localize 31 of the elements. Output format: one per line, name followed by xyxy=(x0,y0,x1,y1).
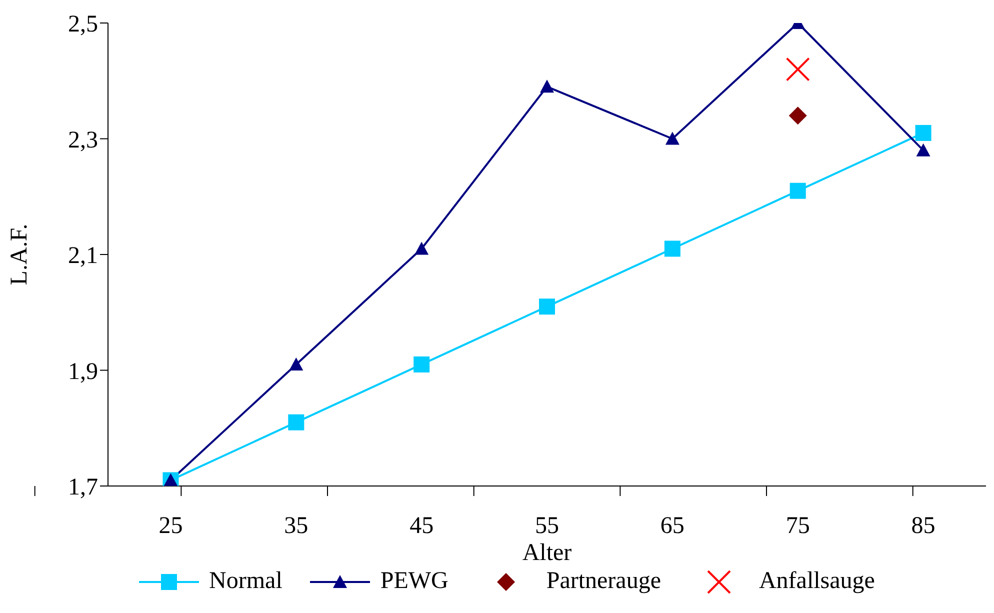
point xyxy=(540,80,554,93)
x-tick-label: 75 xyxy=(786,513,810,540)
x-tick-label: 65 xyxy=(660,513,684,540)
point xyxy=(916,143,930,156)
x-tick-label: 35 xyxy=(284,513,308,540)
legend-label: Partnerauge xyxy=(546,568,661,595)
y-tick-label: 2,3 xyxy=(68,127,98,154)
point xyxy=(289,357,304,370)
legend-label: Normal xyxy=(209,568,282,595)
point xyxy=(664,240,680,257)
point xyxy=(665,132,680,145)
x-tick-label: 25 xyxy=(158,513,183,540)
point xyxy=(414,242,429,255)
x-axis-title: Alter xyxy=(522,540,572,566)
legend-label: Anfallsauge xyxy=(758,568,875,595)
x-tick-label: 85 xyxy=(911,513,936,540)
point xyxy=(786,57,810,82)
y-tick-label: 1,7 xyxy=(68,474,98,501)
y-tick-label: 1,9 xyxy=(68,358,98,385)
x-tick-label: 55 xyxy=(535,513,559,540)
point xyxy=(915,124,932,141)
x-tick-label: 45 xyxy=(410,513,434,540)
point xyxy=(414,356,430,372)
y-tick-label: 2,1 xyxy=(68,243,98,270)
point xyxy=(539,298,555,315)
y-axis-title: L.A.F. xyxy=(6,224,33,286)
point xyxy=(288,414,304,430)
point xyxy=(788,106,807,125)
y-tick-label: 2,5 xyxy=(68,12,98,38)
legend-label: PEWG xyxy=(380,568,448,595)
point xyxy=(790,182,806,199)
